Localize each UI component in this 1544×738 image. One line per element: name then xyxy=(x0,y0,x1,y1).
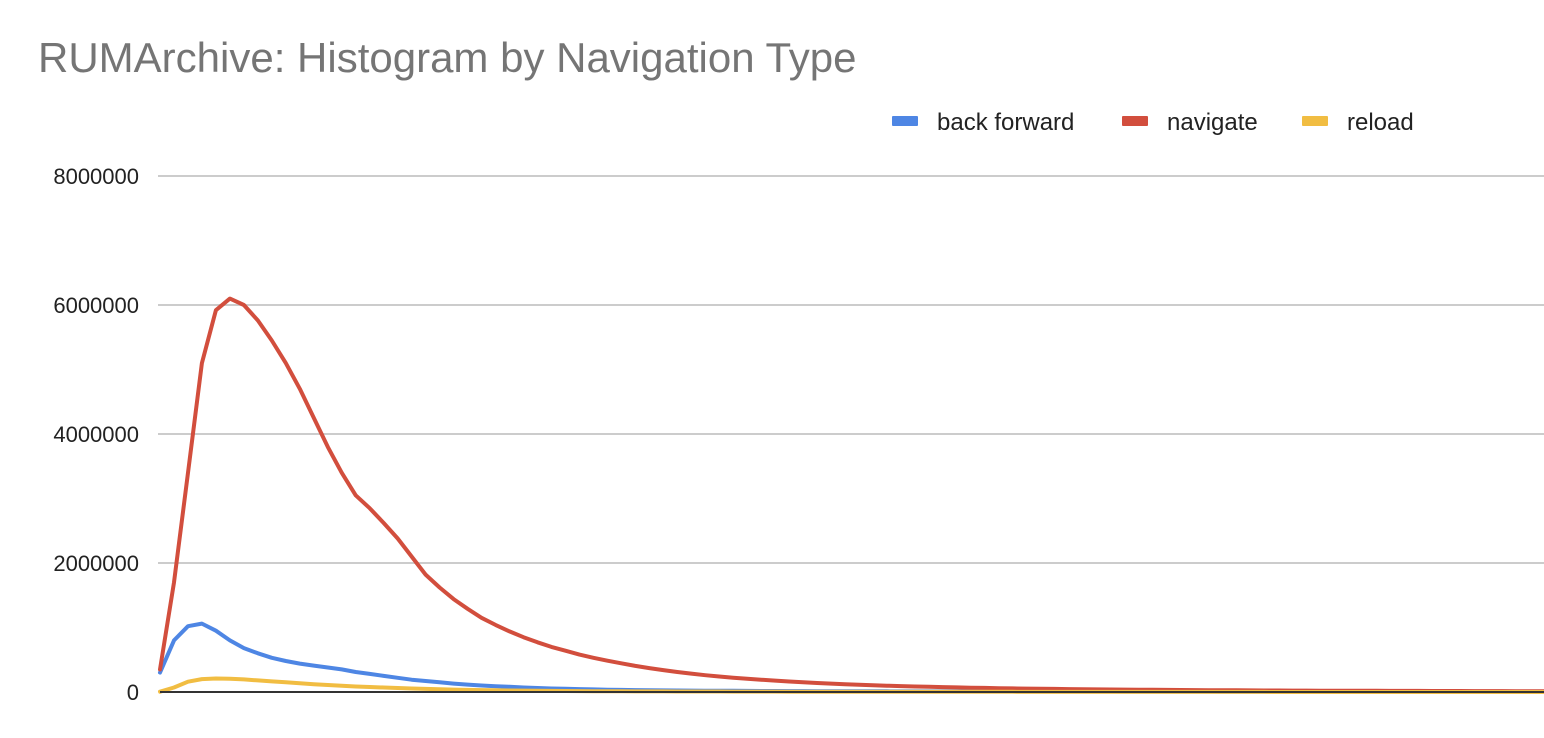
legend-label: reload xyxy=(1347,109,1414,136)
legend-swatch xyxy=(1302,116,1328,126)
legend-item-back-forward[interactable]: back forward xyxy=(892,109,1074,136)
y-tick-label: 2000000 xyxy=(53,551,139,576)
gridlines xyxy=(158,175,1544,564)
series-line-navigate xyxy=(158,296,1544,694)
legend-label: navigate xyxy=(1167,109,1258,136)
y-tick-label: 0 xyxy=(127,680,139,705)
series-line-back-forward xyxy=(158,621,1544,694)
legend-item-reload[interactable]: reload xyxy=(1302,109,1414,136)
series-lines xyxy=(158,296,1544,694)
y-tick-label: 6000000 xyxy=(53,293,139,318)
y-tick-label: 4000000 xyxy=(53,422,139,447)
chart-title: RUMArchive: Histogram by Navigation Type xyxy=(38,34,857,81)
legend-swatch xyxy=(1122,116,1148,126)
legend-item-navigate[interactable]: navigate xyxy=(1122,109,1258,136)
legend: back forward navigate reload xyxy=(892,109,1414,136)
legend-swatch xyxy=(892,116,918,126)
y-tick-label: 8000000 xyxy=(53,164,139,189)
y-axis-tick-labels: 0 2000000 4000000 6000000 8000000 xyxy=(53,164,139,705)
legend-label: back forward xyxy=(937,109,1074,136)
